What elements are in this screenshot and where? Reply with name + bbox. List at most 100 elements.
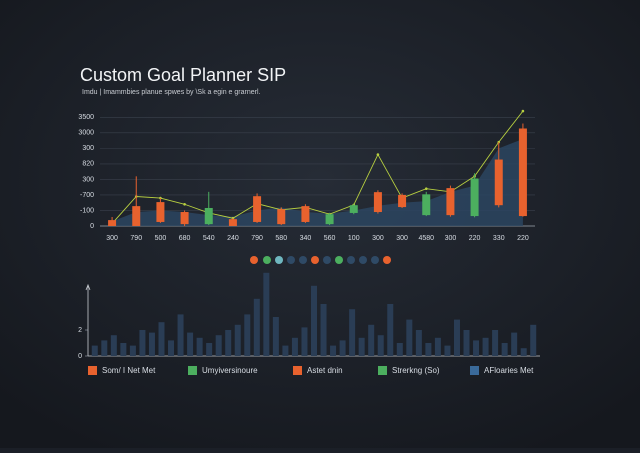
candle-body [494, 159, 503, 206]
bar [206, 343, 213, 356]
bar [482, 337, 489, 356]
candle-body [470, 178, 479, 217]
bar [377, 335, 384, 356]
bar [301, 327, 308, 356]
bar [253, 298, 260, 356]
bar [215, 335, 222, 356]
bar [463, 330, 470, 356]
candle-body [253, 196, 262, 222]
x-tick-label: 330 [493, 235, 505, 242]
bar [234, 324, 241, 356]
bar [110, 335, 117, 356]
y-tick-label: -100 [80, 207, 94, 214]
bar [368, 324, 375, 356]
bar [444, 345, 451, 356]
bar [330, 345, 337, 356]
color-dots [250, 256, 391, 264]
dot [383, 256, 391, 264]
bar [520, 348, 527, 356]
chart-subtitle: Imdu | Imammbies planue spwes by \Sk a e… [82, 89, 261, 96]
x-tick-label: 300 [372, 235, 384, 242]
x-tick-label: 220 [517, 235, 529, 242]
dot [299, 256, 307, 264]
candle-body [422, 194, 431, 216]
bar [473, 340, 480, 356]
legend-label: Umyiversinoure [202, 366, 258, 375]
y-tick-label: -700 [80, 192, 94, 199]
bar [120, 343, 127, 356]
legend-swatch [293, 366, 302, 375]
x-tick-label: 240 [227, 235, 239, 242]
dot [275, 256, 283, 264]
dot [371, 256, 379, 264]
bar [501, 343, 508, 356]
bar [453, 319, 460, 356]
candle-body [277, 209, 286, 225]
bar [139, 330, 146, 356]
candle-body [180, 212, 189, 225]
x-tick-label: 500 [155, 235, 167, 242]
dot [311, 256, 319, 264]
x-tick-label: 4580 [418, 235, 434, 242]
line-point [183, 202, 186, 206]
line-point [424, 187, 428, 191]
y-tick-label: 820 [82, 161, 94, 168]
y-tick-label: 0 [78, 353, 82, 360]
line-point [376, 153, 380, 156]
bar [187, 332, 194, 356]
candle-body [373, 192, 382, 213]
bar [492, 330, 499, 356]
candle-body [325, 214, 334, 225]
legend-label: Strerkng (So) [392, 366, 440, 375]
x-tick-label: 300 [396, 235, 408, 242]
candle-body [446, 188, 455, 216]
x-tick-label: 790 [251, 235, 263, 242]
dot [263, 256, 271, 264]
y-tick-label: 2 [78, 327, 82, 334]
dot [250, 256, 258, 264]
bar [91, 345, 98, 356]
x-tick-label: 220 [469, 235, 481, 242]
y-tick-label: 3000 [78, 130, 94, 137]
bar [530, 324, 537, 356]
bar [320, 304, 327, 356]
bar [244, 314, 251, 356]
dot [323, 256, 331, 264]
bar [358, 337, 365, 356]
bar [129, 345, 136, 356]
bar [291, 337, 298, 356]
x-tick-label: 100 [348, 235, 360, 242]
y-tick-label: 300 [82, 176, 94, 183]
bar [311, 285, 317, 356]
bar [434, 337, 441, 356]
bar [101, 340, 108, 356]
candle-body [228, 219, 237, 226]
candle-body [204, 207, 213, 225]
legend-swatch [188, 366, 197, 375]
bar [225, 330, 232, 356]
bar [272, 317, 279, 356]
x-tick-label: 560 [324, 235, 336, 242]
candle-body [108, 220, 117, 226]
y-tick-label: 3500 [78, 114, 94, 121]
candle-body [132, 206, 141, 226]
dot [359, 256, 367, 264]
legend-swatch [88, 366, 97, 375]
x-tick-label: 340 [300, 235, 312, 242]
bar [415, 330, 422, 356]
bar [148, 332, 155, 356]
x-tick-label: 790 [130, 235, 142, 242]
candle-body [398, 194, 407, 208]
dot [287, 256, 295, 264]
bar [177, 314, 184, 356]
bar [349, 309, 356, 356]
bar [511, 332, 518, 356]
legend-swatch [470, 366, 479, 375]
candle-body [518, 128, 527, 217]
bar [406, 319, 413, 356]
dot [347, 256, 355, 264]
legend-label: Astet dnin [307, 366, 343, 375]
bar [196, 337, 203, 356]
legend-label: AFloaries Met [484, 366, 534, 375]
candle-body [349, 205, 358, 213]
